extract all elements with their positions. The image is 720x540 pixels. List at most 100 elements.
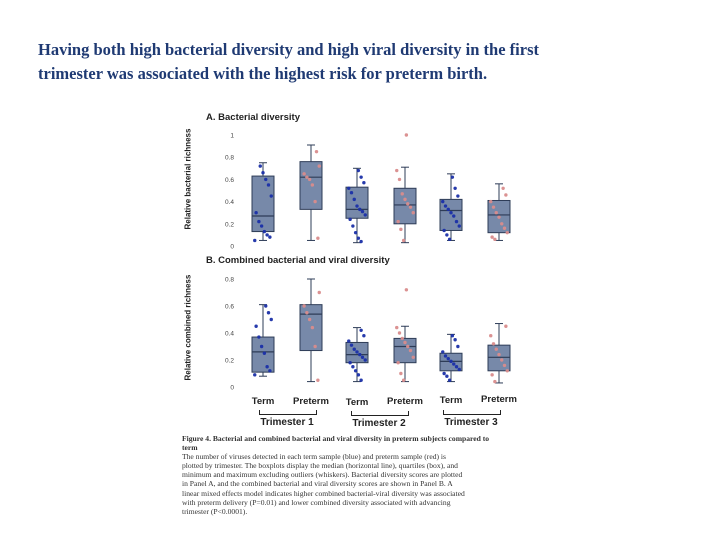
x-label-term-t3: Term <box>439 395 463 406</box>
panel-b-point-4-0 <box>447 378 452 382</box>
panel-a-point-5-8 <box>489 199 493 204</box>
panel-a-point-0-6 <box>254 211 258 215</box>
panel-b-point-2-6 <box>360 355 365 359</box>
panel-b-point-5-0 <box>493 379 497 384</box>
panel-a-point-3-8 <box>400 192 404 196</box>
panel-a-ytick-3: 0.6 <box>225 177 234 184</box>
trimester-2-label: Trimester 2 <box>352 418 406 429</box>
panel-b-point-0-6 <box>254 324 258 328</box>
slide-title: Having both high bacterial diversity and… <box>38 38 688 86</box>
caption-line-1: The number of viruses detected in each t… <box>182 452 446 462</box>
panel-a-point-4-2 <box>442 228 446 233</box>
panel-a-ytick-2: 0.4 <box>225 199 234 206</box>
panel-a-point-5-2 <box>505 230 509 235</box>
panel-a-point-2-9 <box>352 197 356 202</box>
panel-a-point-5-0 <box>493 237 497 242</box>
panel-b-point-3-7 <box>403 340 407 345</box>
panel-a-chart: 0 0.2 0.4 0.6 0.8 1 <box>225 133 511 251</box>
panel-a-point-3-3 <box>396 219 400 224</box>
figure: A. Bacterial diversity Relative bacteria… <box>175 105 555 535</box>
panel-b-point-2-10 <box>349 343 354 347</box>
panel-b-point-3-6 <box>406 344 410 349</box>
panel-b-point-1-6 <box>317 290 321 295</box>
x-label-preterm-t3: Preterm <box>481 394 517 405</box>
panel-b-point-4-6 <box>449 359 453 364</box>
panel-a-point-2-4 <box>348 217 352 222</box>
panel-b-point-0-1 <box>268 369 272 373</box>
panel-a-point-5-7 <box>491 205 496 209</box>
panel-b-point-4-7 <box>446 356 450 361</box>
panel-b-point-4-2 <box>442 371 446 376</box>
slide-title-line-2: trimester was associated with the highes… <box>38 64 488 83</box>
panel-a-point-0-1 <box>268 235 272 239</box>
panel-a-point-5-1 <box>490 235 494 239</box>
panel-a-point-2-1 <box>356 236 361 240</box>
panel-a-point-2-0 <box>359 239 363 244</box>
panel-b-box-0 <box>251 336 275 373</box>
panel-a-point-0-2 <box>265 233 269 237</box>
panel-b-point-2-9 <box>352 347 356 351</box>
panel-b-point-3-3 <box>396 361 400 365</box>
panel-a-point-3-2 <box>399 227 403 232</box>
panel-b-box-5 <box>487 344 511 372</box>
trimester-2-bracket <box>351 411 409 416</box>
panel-a-point-0-8 <box>266 183 271 187</box>
panel-b-point-2-12 <box>362 334 366 338</box>
panel-b-point-5-6 <box>494 347 498 351</box>
panel-a-point-5-4 <box>500 222 504 226</box>
panel-b-point-5-9 <box>504 324 508 328</box>
panel-a-point-3-9 <box>397 177 402 182</box>
panel-b-point-4-8 <box>443 354 448 358</box>
x-label-term-t1: Term <box>251 396 275 407</box>
panel-a-point-2-6 <box>360 209 365 214</box>
panel-a-point-0-5 <box>257 219 261 224</box>
slide-title-line-1: Having both high bacterial diversity and… <box>38 40 539 59</box>
panel-a-point-5-6 <box>494 211 498 215</box>
panel-a-point-2-3 <box>351 224 355 228</box>
panel-b-point-4-1 <box>445 374 449 378</box>
panel-a-point-0-7 <box>269 194 273 198</box>
panel-b-point-3-1 <box>401 378 406 382</box>
panel-b-point-0-7 <box>269 317 273 322</box>
panel-b-ytick-3: 0.6 <box>225 304 234 311</box>
panel-b-ytick-0: 0 <box>230 385 234 392</box>
panel-a-point-3-5 <box>408 205 413 209</box>
caption-line-5: linear mixed effects model indicates hig… <box>182 488 465 498</box>
panel-b-point-2-2 <box>353 369 358 373</box>
panel-a-point-5-9 <box>504 193 508 197</box>
panel-b-point-4-10 <box>456 344 460 349</box>
panel-a-point-2-12 <box>362 181 366 185</box>
x-label-preterm-t2: Preterm <box>387 396 423 407</box>
panel-a-point-2-8 <box>355 204 359 208</box>
panel-a-point-4-8 <box>443 204 448 208</box>
panel-a-point-0-10 <box>261 171 265 175</box>
trimester-3-bracket <box>443 410 501 415</box>
panel-a-point-4-10 <box>456 194 460 198</box>
panel-a-point-4-7 <box>446 207 450 212</box>
panel-a-point-1-7 <box>314 149 319 154</box>
caption-line-4: in Panel A, and the combined bacterial a… <box>182 479 453 489</box>
panel-a-ytick-0: 0 <box>230 244 234 251</box>
panel-b-point-3-9 <box>397 331 402 335</box>
panel-b-point-5-8 <box>489 334 493 338</box>
panel-a-point-2-5 <box>363 213 367 217</box>
trimester-1-label: Trimester 1 <box>260 417 314 428</box>
panel-a-point-5-3 <box>502 226 507 230</box>
panel-a-point-0-9 <box>264 177 268 182</box>
panel-b-point-1-2 <box>310 325 315 330</box>
panel-a-point-3-0 <box>404 133 409 137</box>
panel-a-point-1-3 <box>307 177 312 182</box>
panel-b-point-5-7 <box>491 342 496 346</box>
panel-b-box-3 <box>393 337 417 364</box>
panel-a-point-1-0 <box>316 236 320 240</box>
caption-line-2: plotted by trimester. The boxplots displ… <box>182 461 458 471</box>
panel-b-ytick-1: 0.2 <box>225 358 234 365</box>
panel-a-point-3-6 <box>406 202 410 206</box>
x-label-preterm-t1: Preterm <box>293 396 329 407</box>
panel-b-point-0-2 <box>265 365 269 369</box>
panel-a-point-2-13 <box>359 175 363 179</box>
panel-a-point-5-5 <box>497 215 501 219</box>
panel-a-point-2-7 <box>358 207 362 212</box>
panel-a-point-1-4 <box>305 175 309 179</box>
panel-a-box-0 <box>251 175 275 233</box>
